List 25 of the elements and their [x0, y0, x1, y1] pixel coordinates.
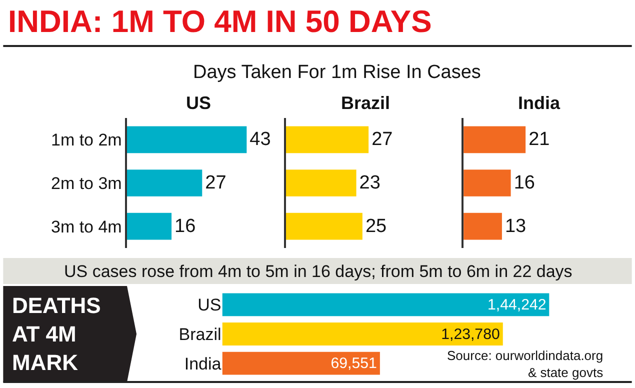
- data-label: 27: [205, 172, 226, 194]
- text: Days Taken For 1m Rise In Cases: [193, 62, 481, 83]
- data-label: 43: [250, 129, 271, 150]
- chart-title: Brazil: [341, 93, 390, 113]
- data-label: 16: [514, 172, 535, 194]
- data-label: 21: [528, 129, 550, 150]
- data-label: 13: [504, 216, 526, 237]
- data-label: 1,44,242: [487, 296, 546, 314]
- chart-title: India: [518, 93, 561, 113]
- text: INDIA: 1M TO 4M IN 50 DAYS: [8, 4, 432, 39]
- data-label: 23: [359, 172, 380, 194]
- annotation: Source: ourworldindata.org & state govts: [447, 348, 604, 380]
- data-label: 16: [174, 216, 196, 237]
- y-tick-label: 3m to 4m: [50, 217, 122, 236]
- text: DEATHS AT 4M MARK: [12, 293, 101, 376]
- data-label: 25: [365, 216, 387, 237]
- data-label: 69,551: [330, 355, 377, 372]
- data-label: 27: [372, 129, 393, 150]
- y-tick-label: 2m to 3m: [50, 174, 122, 193]
- data-label: 1,23,780: [441, 326, 500, 343]
- text: US cases rose from 4m to 5m in 16 days; from 5m to 6m in 22 days: [64, 262, 572, 281]
- y-tick-label: 1m to 2m: [50, 130, 122, 150]
- y-tick-label: Brazil: [178, 324, 222, 344]
- y-tick-label: India: [184, 354, 222, 374]
- y-tick-label: US: [198, 296, 222, 315]
